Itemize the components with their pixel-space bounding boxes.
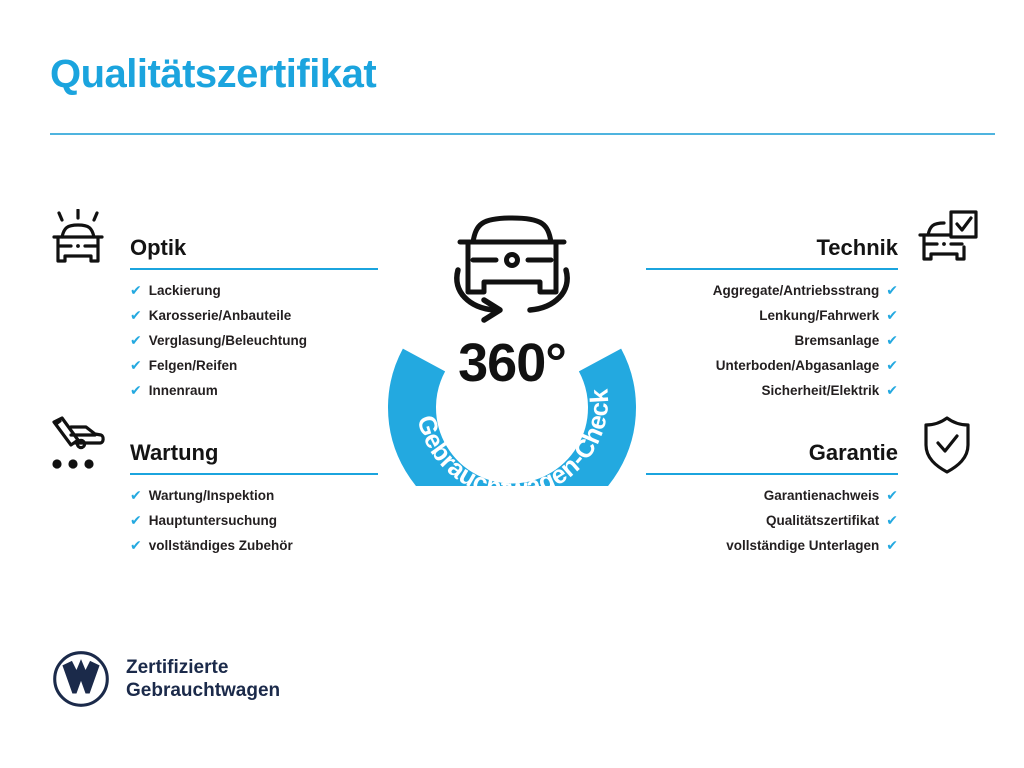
list-item: Aggregate/Antriebsstrang ✔ — [646, 283, 898, 298]
check-icon: ✔ — [886, 512, 898, 528]
section-garantie-header: Garantie — [646, 442, 898, 475]
list-item: Sicherheit/Elektrik ✔ — [646, 383, 898, 398]
list-item-label: Lackierung — [148, 283, 221, 298]
check-icon: ✔ — [886, 537, 898, 553]
list-item: Bremsanlage ✔ — [646, 333, 898, 348]
list-item: ✔ Felgen/Reifen — [130, 358, 380, 373]
vw-logo-icon — [52, 650, 110, 708]
list-item-label: Unterboden/Abgasanlage — [715, 358, 880, 373]
check-icon: ✔ — [130, 307, 142, 323]
list-item: vollständige Unterlagen ✔ — [646, 538, 898, 553]
vw-logo-line2: Gebrauchtwagen — [126, 680, 281, 701]
section-wartung-list: ✔ Wartung/Inspektion ✔ Hauptuntersuchung… — [130, 488, 380, 563]
wrench-car-service-icon — [45, 414, 111, 476]
section-garantie-divider — [646, 473, 898, 475]
section-technik-title: Technik — [816, 235, 898, 260]
check-icon: ✔ — [130, 332, 142, 348]
list-item-label: Hauptuntersuchung — [148, 513, 277, 528]
list-item-label: Lenkung/Fahrwerk — [759, 308, 880, 323]
badge-360-gebrauchtwagen-check: Gebrauchtwagen-Check 360° — [372, 196, 652, 486]
list-item-label: Sicherheit/Elektrik — [761, 383, 880, 398]
check-icon: ✔ — [130, 282, 142, 298]
check-icon: ✔ — [886, 282, 898, 298]
car-checkbox-icon — [914, 209, 980, 271]
badge-360-value: 360° — [458, 333, 567, 393]
list-item: ✔ Wartung/Inspektion — [130, 488, 380, 503]
check-icon: ✔ — [130, 512, 142, 528]
check-icon: ✔ — [130, 537, 142, 553]
section-optik-list: ✔ Lackierung ✔ Karosserie/Anbauteile ✔ V… — [130, 283, 380, 408]
section-garantie-list: Garantienachweis ✔ Qualitätszertifikat ✔… — [646, 488, 898, 563]
list-item-label: Wartung/Inspektion — [148, 488, 275, 503]
section-wartung-header: Wartung — [130, 442, 378, 475]
check-icon: ✔ — [886, 382, 898, 398]
list-item-label: Karosserie/Anbauteile — [148, 308, 292, 323]
list-item: Garantienachweis ✔ — [646, 488, 898, 503]
section-wartung-title: Wartung — [130, 440, 219, 465]
section-optik-divider — [130, 268, 378, 270]
list-item-label: Qualitätszertifikat — [765, 513, 880, 528]
check-icon: ✔ — [130, 382, 142, 398]
svg-text:Gebrauchtwagen-Check: Gebrauchtwagen-Check — [411, 387, 614, 486]
section-optik-title: Optik — [130, 235, 187, 260]
list-item-label: Felgen/Reifen — [148, 358, 238, 373]
section-optik-header: Optik — [130, 237, 378, 270]
list-item: Unterboden/Abgasanlage ✔ — [646, 358, 898, 373]
badge-ring-label: Gebrauchtwagen-Check — [411, 387, 614, 486]
page-title: Qualitätszertifikat — [50, 52, 377, 96]
check-icon: ✔ — [886, 487, 898, 503]
check-icon: ✔ — [886, 307, 898, 323]
list-item-label: vollständige Unterlagen — [726, 538, 880, 553]
check-icon: ✔ — [130, 357, 142, 373]
list-item: ✔ Hauptuntersuchung — [130, 513, 380, 528]
list-item: ✔ Lackierung — [130, 283, 380, 298]
list-item: Lenkung/Fahrwerk ✔ — [646, 308, 898, 323]
list-item: ✔ Karosserie/Anbauteile — [130, 308, 380, 323]
section-technik-header: Technik — [646, 237, 898, 270]
header-divider — [50, 133, 995, 135]
vw-logo-line1: Zertifizierte — [126, 656, 229, 678]
section-technik-divider — [646, 268, 898, 270]
list-item-label: Bremsanlage — [794, 333, 880, 348]
section-garantie-title: Garantie — [808, 440, 898, 465]
list-item-label: Verglasung/Beleuchtung — [148, 333, 308, 348]
check-icon: ✔ — [130, 487, 142, 503]
list-item: ✔ vollständiges Zubehör — [130, 538, 380, 553]
list-item: ✔ Verglasung/Beleuchtung — [130, 333, 380, 348]
vw-logo-text: Zertifizierte Gebrauchtwagen — [126, 656, 280, 702]
list-item-label: Innenraum — [148, 383, 218, 398]
shield-check-icon — [914, 414, 980, 476]
list-item-label: vollständiges Zubehör — [148, 538, 293, 553]
list-item: ✔ Innenraum — [130, 383, 380, 398]
vw-certified-logo: Zertifizierte Gebrauchtwagen — [52, 650, 280, 708]
list-item-label: Aggregate/Antriebsstrang — [712, 283, 880, 298]
car-shine-icon — [45, 209, 111, 271]
check-icon: ✔ — [886, 357, 898, 373]
section-technik-list: Aggregate/Antriebsstrang ✔ Lenkung/Fahrw… — [646, 283, 898, 408]
list-item-label: Garantienachweis — [763, 488, 880, 503]
list-item: Qualitätszertifikat ✔ — [646, 513, 898, 528]
check-icon: ✔ — [886, 332, 898, 348]
section-wartung-divider — [130, 473, 378, 475]
